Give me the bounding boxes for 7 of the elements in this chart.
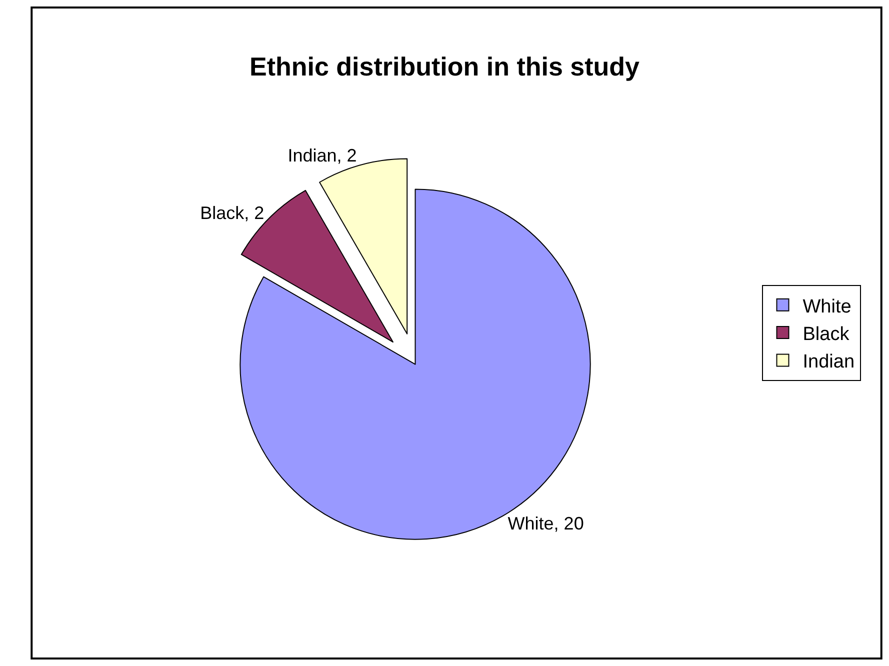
data-label: White, 20 [508,513,584,534]
data-label: Black, 2 [200,203,264,224]
legend-label: Black [802,324,850,345]
legend-label: Indian [802,352,855,373]
legend-label: White [802,296,852,318]
data-label: Indian, 2 [288,145,357,166]
chart-title: Ethnic distribution in this study [250,52,640,82]
